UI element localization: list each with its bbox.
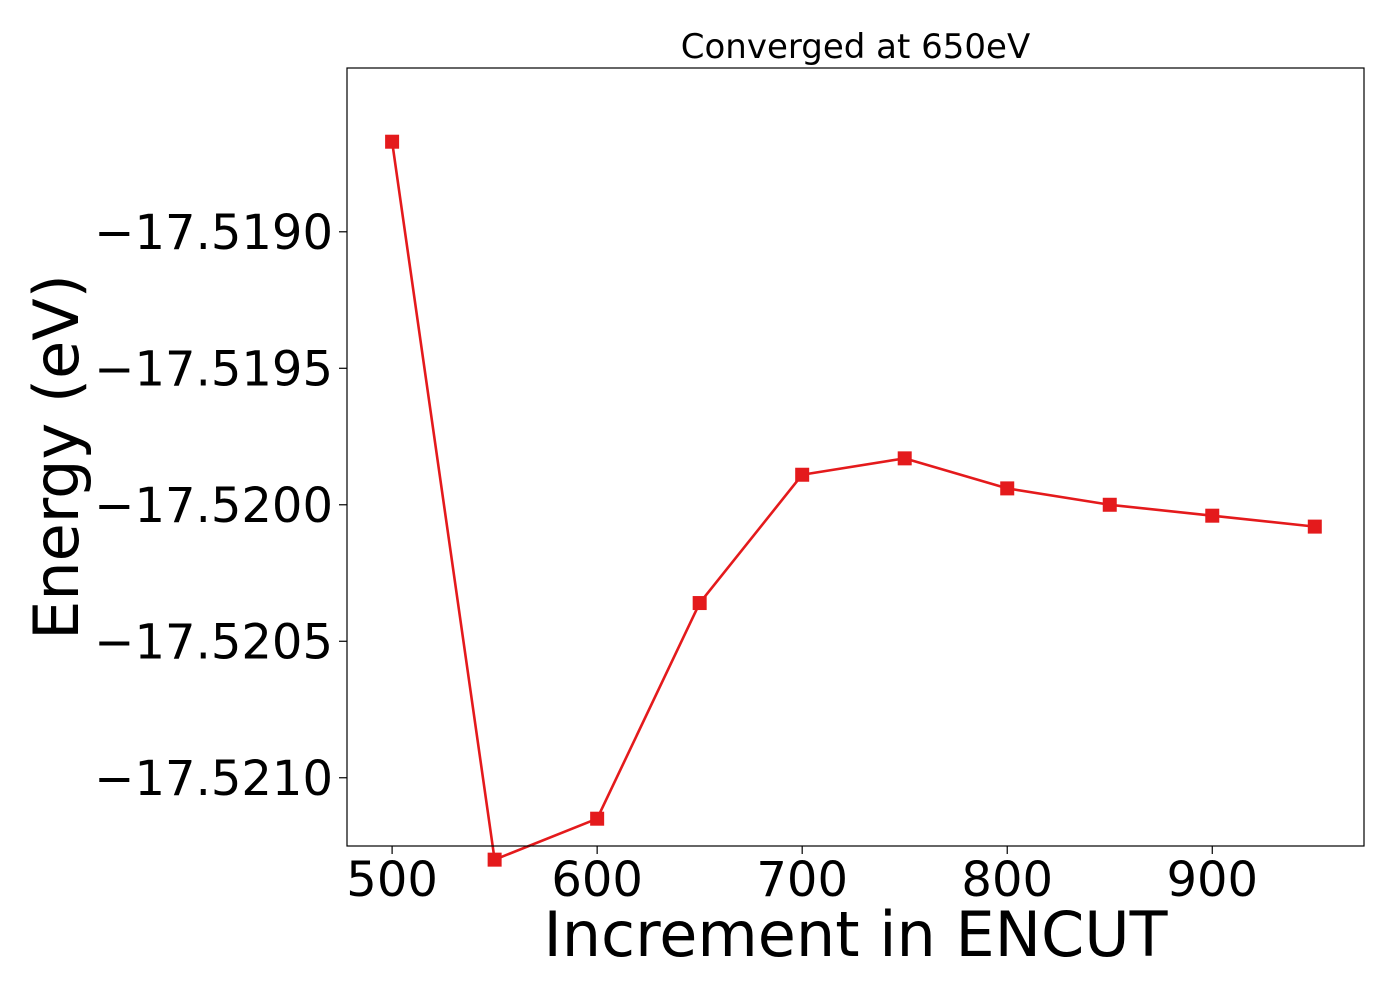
- y-tick-label: −17.5190: [94, 205, 333, 261]
- y-axis-ticks: −17.5190 −17.5195 −17.5200 −17.5205 −17.5210: [94, 205, 347, 807]
- x-tick-label: 600: [551, 852, 643, 908]
- data-point-marker: [1205, 508, 1220, 523]
- x-tick-label: 800: [961, 852, 1053, 908]
- data-point-marker: [692, 596, 707, 611]
- chart-title: Converged at 650eV: [681, 27, 1030, 67]
- data-point-marker: [1000, 481, 1015, 496]
- x-axis-label: Increment in ENCUT: [543, 898, 1168, 971]
- x-tick-label: 500: [346, 852, 438, 908]
- data-point-marker: [385, 134, 400, 149]
- data-point-marker: [590, 811, 605, 826]
- y-tick-label: −17.5205: [94, 614, 333, 670]
- y-tick-label: −17.5195: [94, 341, 333, 397]
- data-point-marker: [1307, 519, 1322, 534]
- series-line: [390, 141, 1315, 861]
- data-point-marker: [487, 852, 502, 867]
- x-tick-label: 700: [756, 852, 848, 908]
- plot-area: [385, 134, 1322, 867]
- data-point-marker: [897, 451, 912, 466]
- y-tick-label: −17.5210: [94, 751, 333, 807]
- y-tick-label: −17.5200: [94, 478, 333, 534]
- data-point-marker: [1102, 497, 1117, 512]
- y-axis-label: Energy (eV): [20, 274, 93, 640]
- x-tick-label: 900: [1166, 852, 1258, 908]
- plot-frame: [346, 67, 1365, 847]
- data-point-marker: [795, 467, 810, 482]
- x-axis-ticks: 500 600 700 800 900: [346, 846, 1258, 908]
